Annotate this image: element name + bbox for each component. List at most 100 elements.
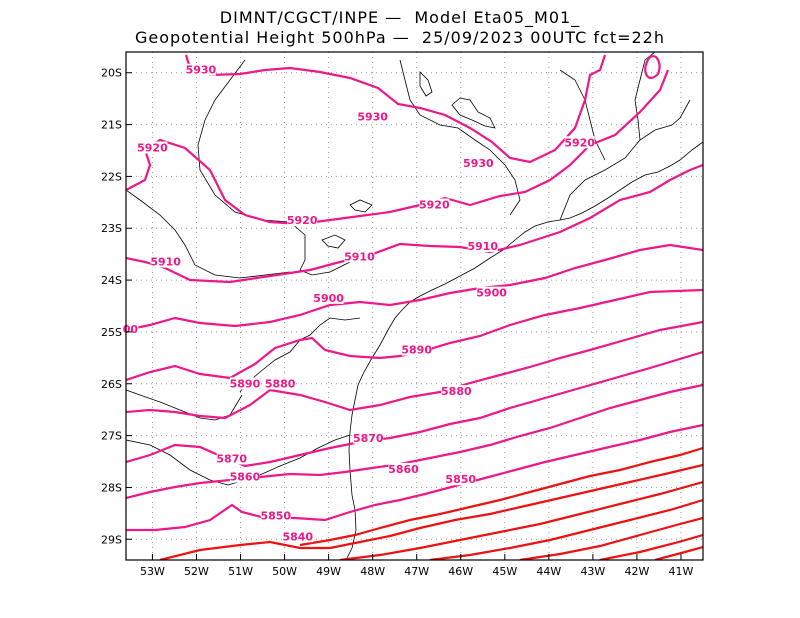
contour-label-bg (344, 250, 375, 263)
contour-label: 5860 (388, 463, 419, 476)
contour-5790 (654, 545, 703, 560)
contour-5890 (126, 320, 703, 420)
border-rj (559, 99, 691, 221)
contour-5850 (299, 446, 703, 547)
contour-5800 (599, 533, 703, 560)
contour-lines (126, 54, 703, 560)
contour-label-bg (463, 157, 494, 170)
lon-tick-label: 41W (669, 565, 694, 578)
contour-label-bg (229, 377, 260, 390)
lat-tick-label: 23S (101, 222, 122, 235)
contour-label-bg (313, 291, 344, 304)
border-ms (126, 189, 291, 279)
contour-label: 5880 (265, 377, 296, 390)
lon-tick-label: 45W (492, 565, 517, 578)
contour-label: 5920 (137, 141, 168, 154)
contour-label: 5870 (216, 453, 247, 466)
graticule (126, 52, 703, 560)
lon-tick-label: 53W (140, 565, 165, 578)
map-title-line2: Geopotential Height 500hPa — 25/09/2023 … (134, 28, 665, 47)
reservoir-3 (321, 234, 346, 249)
lon-tick-label: 44W (536, 565, 561, 578)
axis-ticks: 53W 52W 51W 50W 49W 48W 47W 46W 45W 44W 43W 42W 41W 2… (101, 67, 694, 578)
contour-label-bg (185, 63, 216, 76)
contour-5870 (126, 383, 703, 500)
reservoir-4 (419, 71, 433, 97)
contour-label: 5900 (476, 287, 507, 300)
contour-label-bg (216, 452, 247, 465)
contour-label-bg (388, 462, 419, 475)
contour-label: 5920 (419, 199, 450, 212)
contour-label-bg (419, 198, 450, 211)
contour-label: 5930 (463, 157, 494, 170)
reservoir-1 (451, 97, 496, 129)
contour-label: 5870 (353, 432, 384, 445)
contour-label: 5910 (467, 240, 498, 253)
map-title-line1: DIMNT/CGCT/INPE — Model Eta05_M01_ (219, 8, 581, 27)
contour-label: 00 (123, 323, 139, 336)
lon-tick-label: 42W (624, 565, 649, 578)
contour-5860 (126, 423, 703, 532)
contour-label-bg (229, 470, 260, 483)
contour-5930-b (126, 69, 670, 226)
contour-closed-ne (644, 55, 661, 80)
contour-label-bg (287, 214, 318, 227)
lon-tick-label: 51W (228, 565, 253, 578)
contour-label-bg (265, 377, 296, 390)
contour-label-bg (357, 110, 388, 123)
border-sp-mg (399, 59, 521, 216)
contour-label: 5910 (344, 250, 375, 263)
lon-tick-label: 43W (580, 565, 605, 578)
contour-label: 5850 (445, 473, 476, 486)
contour-label: 5840 (282, 530, 313, 543)
contour-5920 (126, 163, 703, 284)
contour-5840 (159, 463, 703, 560)
contour-label: 5930 (357, 110, 388, 123)
contour-label-bg (441, 385, 472, 398)
border-es (634, 52, 656, 141)
lon-tick-label: 47W (404, 565, 429, 578)
lon-tick-label: 46W (448, 565, 473, 578)
contour-5910 (126, 243, 703, 332)
contour-label-bg (445, 473, 476, 486)
reservoir-2 (349, 199, 373, 213)
contour-5810 (519, 516, 703, 560)
lon-tick-label: 49W (316, 565, 341, 578)
coastline-and-borders (126, 52, 703, 560)
contour-label-bg (260, 509, 291, 522)
map-frame (125, 51, 704, 561)
contour-label: 5890 (401, 344, 432, 357)
lat-tick-label: 20S (101, 67, 122, 80)
contour-label: 5920 (564, 136, 595, 149)
contour-label-bg (401, 343, 432, 356)
contour-label: 5900 (313, 292, 344, 305)
contour-label: 5860 (230, 471, 261, 484)
contour-label: 5920 (287, 214, 318, 227)
contour-5820 (429, 498, 703, 560)
contour-label-bg (282, 530, 313, 543)
contour-label-bg (137, 141, 168, 154)
contour-5900 (126, 288, 703, 382)
contour-label-bg (564, 136, 595, 149)
lat-tick-label: 29S (101, 533, 122, 546)
lon-tick-label: 52W (184, 565, 209, 578)
lat-tick-label: 28S (101, 481, 122, 494)
contour-label-bg (150, 255, 181, 268)
contour-5830 (339, 480, 703, 560)
lat-tick-label: 26S (101, 378, 122, 391)
lon-tick-label: 48W (360, 565, 385, 578)
lat-tick-label: 21S (101, 119, 122, 132)
lat-tick-label: 24S (101, 274, 122, 287)
border-sp-pr (197, 59, 361, 276)
contour-label: 5880 (441, 385, 472, 398)
lat-tick-label: 22S (101, 170, 122, 183)
lat-tick-label: 25S (101, 326, 122, 339)
contour-label: 5890 (230, 377, 261, 390)
contour-label: 5910 (150, 256, 181, 269)
lon-tick-label: 50W (272, 565, 297, 578)
contour-label: 5850 (260, 510, 291, 523)
lat-tick-label: 27S (101, 430, 122, 443)
contour-label-bg (353, 431, 384, 444)
border-west (126, 389, 243, 421)
